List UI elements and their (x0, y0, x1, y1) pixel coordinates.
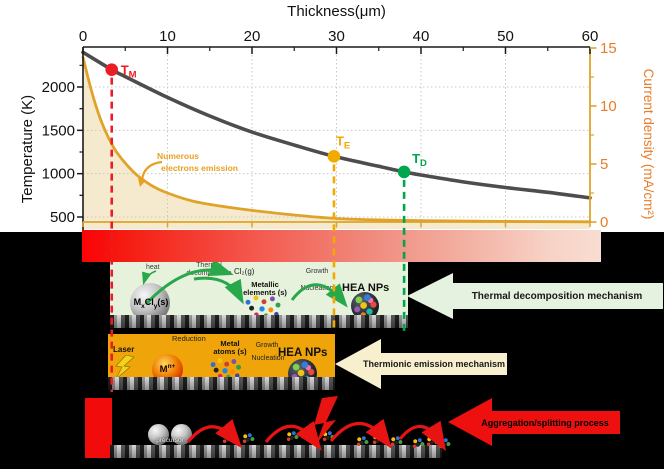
chart-area: Thickness(μm) Temperature (K) Current de… (0, 0, 664, 232)
curved-arrow-icon (138, 160, 163, 187)
heat-gradient-band (82, 230, 601, 262)
splitting-bolt-icon (314, 396, 338, 444)
mxcly-x: x (141, 302, 145, 310)
metal-atoms-cluster (208, 358, 242, 380)
arrow-thermal-decomposition-mechanism: Thermal decomposition mechanism (407, 273, 663, 319)
label-heat: heat (146, 264, 160, 271)
np-cluster (412, 438, 425, 449)
ion-sup: n+ (167, 363, 176, 371)
red-marker-block (85, 398, 112, 458)
label-metallic-elements: Metallic elements (s) (238, 280, 292, 298)
metallic-line1: Metallic (251, 280, 279, 289)
thermal-line1: Thermal (196, 262, 222, 269)
laser-bolt-icon (115, 355, 135, 380)
ion-m: M (159, 364, 168, 376)
mechanism-label-thermionic: Thermionic emission mechanism (362, 359, 506, 369)
panel-thermionic-emission: Reduction Laser Mn+ Metal atoms (s) Grow… (108, 334, 335, 390)
electron-emission-annotation: Numerous electrons emission (157, 150, 238, 174)
atoms-line2: atoms (s) (213, 347, 247, 357)
label-thermal-decomposition: Thermal decomposition (180, 262, 238, 278)
x-tick-label: 50 (497, 28, 514, 45)
substrate-strip (110, 315, 408, 328)
block-arrow-left-icon (448, 398, 620, 446)
label-cl2-gas: Cl₂(g) (234, 267, 255, 276)
y-left-tick-label: 500 (50, 209, 75, 226)
label-metal-ion: Mn+ (160, 363, 176, 375)
y-right-tick-label: 0 (600, 214, 608, 231)
precursor-sphere-a (148, 424, 169, 445)
np-cluster (390, 436, 403, 447)
current-area-fill (83, 57, 590, 229)
x-tick-label: 30 (328, 28, 345, 45)
y-right-tick-label: 5 (600, 156, 608, 173)
np-cluster (322, 431, 335, 442)
chart-plot: 0 10 20 30 40 50 60 500 1000 1500 2000 0 5 10 15 (42, 28, 617, 231)
mechanism-label-thermal: Thermal decomposition mechanism (471, 290, 643, 302)
y-right-tick-label: 15 (600, 40, 617, 57)
y-axis-right-title: Current density (mA/cm²) (641, 68, 656, 220)
label-laser: Laser (113, 345, 135, 354)
current-density-curve (81, 55, 592, 224)
label-reduction: Reduction (172, 334, 206, 343)
np-cluster (286, 431, 299, 442)
atoms-line1: Metal (220, 339, 240, 348)
x-axis-title: Thickness(μm) (287, 3, 386, 20)
mxcly-y: y (153, 302, 158, 310)
x-tick-label: 10 (159, 28, 176, 45)
np-cluster (242, 433, 255, 444)
y-left-tick-label: 1000 (42, 166, 75, 183)
substrate-strip3 (110, 445, 442, 458)
aggregation-arrows-icon (186, 396, 447, 452)
label-growth: Growth (305, 268, 329, 275)
label-nucleation: Nucleation (300, 285, 334, 292)
y-left-tick-label: 2000 (42, 79, 75, 96)
metallic-line2: elements (s) (243, 288, 287, 298)
block-arrow-left-icon (407, 273, 663, 319)
annotation-line1: Numerous (157, 151, 200, 161)
mxcly-m: M (133, 297, 142, 307)
label-hea-nps: HEA NPs (342, 282, 390, 294)
y-axis-left-title: Temperature (K) (19, 94, 36, 204)
block-arrow-left-icon (335, 339, 507, 389)
x-tick-label: 20 (244, 28, 261, 45)
label-hea-nps2: HEA NPs (278, 347, 328, 359)
mechanism-label-aggregation: Aggregation/splitting process (481, 417, 609, 428)
mxcly-cl: Cl (144, 297, 154, 307)
label-mxcly: MxCly(s) (122, 297, 180, 310)
y-left-tick-label: 1500 (42, 122, 75, 139)
np-cluster (356, 436, 369, 447)
x-tick-label: 0 (79, 28, 87, 45)
thermal-line2: decomposition (186, 269, 232, 277)
x-tick-label: 40 (413, 28, 430, 45)
panel-thermal-decomposition: heat Thermal decomposition Cl₂(g) Metall… (110, 262, 408, 328)
arrow-aggregation-splitting-process: Aggregation/splitting process (448, 398, 620, 447)
label-growth2: Growth (255, 342, 279, 349)
mxcly-s: (s) (157, 297, 169, 307)
y-right-tick-label: 10 (600, 98, 617, 115)
label-nucleation2: Nucleation (251, 355, 285, 362)
precursor-sphere-b (171, 424, 192, 445)
arrow-thermionic-emission-mechanism: Thermionic emission mechanism (335, 339, 507, 389)
label-metal-atoms: Metal atoms (s) (206, 339, 254, 357)
annotation-line2: electrons emission (161, 163, 239, 173)
label-precursor: precursor (156, 437, 184, 444)
x-tick-label: 60 (582, 28, 599, 45)
substrate-strip2 (108, 377, 335, 390)
